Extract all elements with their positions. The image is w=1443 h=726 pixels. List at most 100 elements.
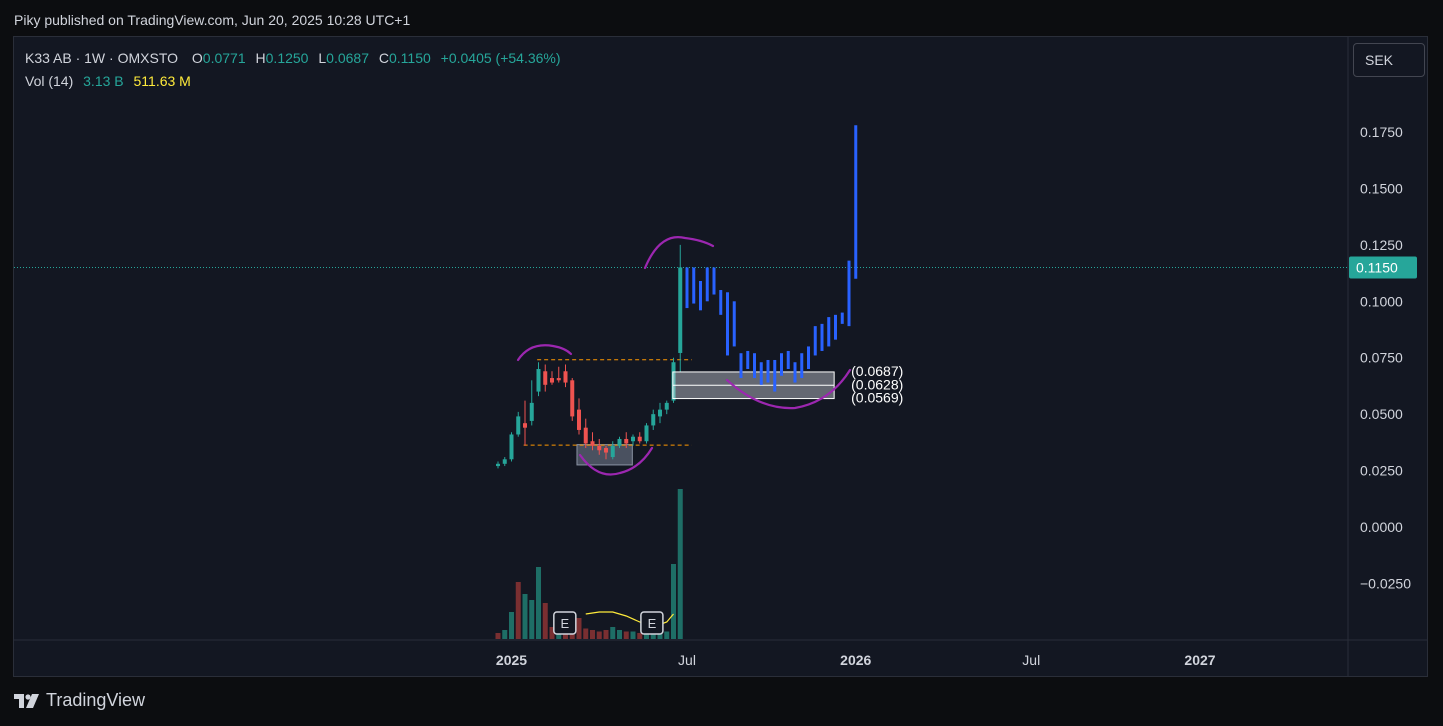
candle-body [556,378,561,381]
volume-bar [583,628,589,639]
volume-bar [502,630,508,639]
candle-body [496,463,500,467]
support-zone-label: (0.0569) [851,390,903,406]
earnings-marker [640,611,664,635]
volume-bar [529,600,535,639]
base-bottom-arc [578,446,654,476]
volume-bar [549,627,555,639]
candle-body [590,441,595,446]
close-value: 0.1150 [389,50,431,66]
y-tick-label: 0.1250 [1360,237,1403,253]
candle-body [671,362,676,401]
candle-body [597,445,602,451]
x-tick-label: 2026 [840,652,871,668]
support-bottom-arc [725,368,852,410]
volume-bar [576,618,582,639]
volume-bar [623,631,629,639]
symbol-label[interactable]: K33 AB · 1W · OMXSTO [25,50,179,66]
open-value: 0.0771 [202,50,246,66]
candle-body [583,427,588,444]
last-price-label: 0.1150 [1356,259,1398,275]
y-tick-label: 0.0750 [1360,350,1403,366]
close-label: C [378,50,389,66]
candle-body [678,267,683,353]
support-zone-label: (0.0628) [851,376,903,392]
support-zone-label: (0.0687) [851,363,903,379]
volume-bar [664,631,670,639]
candle-body [509,434,514,460]
low-label: L [318,50,327,66]
candle-body [543,371,548,385]
y-tick-label: −0.0250 [1360,575,1411,591]
candle-body [624,438,629,444]
last-price-badge [1349,256,1417,279]
x-tick-label: 2027 [1184,652,1215,668]
candle-body [563,371,568,383]
y-tick-label: 0.1000 [1360,293,1403,309]
high-top-arc [643,236,715,270]
volume-bar [637,633,643,639]
tradingview-logo[interactable]: TradingView [14,690,145,711]
volume-bar [522,594,528,639]
volume-bar [509,612,514,639]
ohlc-legend: K33 AB · 1W · OMXSTO O0.0771 H0.1250 L0.… [25,50,561,66]
candle-body [664,402,669,410]
volume-bar [590,630,595,639]
volume-bar [610,627,616,639]
volume-bar [495,633,501,639]
candle-body [637,436,642,442]
x-tick-label: 2025 [496,652,527,668]
y-tick-label: 0.1750 [1360,124,1403,140]
volume-bar [515,582,521,639]
tradingview-brand: TradingView [46,690,146,710]
candle-body [550,378,554,383]
x-tick-label: Jul [678,652,696,668]
publish-info: Piky published on TradingView.com, Jun 2… [14,12,411,28]
y-tick-label: 0.0000 [1360,519,1403,535]
open-label: O [191,50,203,66]
y-tick-label: 0.0500 [1360,406,1403,422]
volume-bar [677,489,683,639]
y-tick-label: 0.0250 [1360,463,1403,479]
currency-button[interactable]: SEK [1353,43,1425,77]
candle-body [577,409,581,430]
volume-bar [536,567,541,639]
candle-body [631,436,635,442]
x-tick-label: Jul [1022,652,1040,668]
y-tick-label: 0.1500 [1360,180,1403,196]
candle-body [523,423,527,428]
earnings-marker-label: E [560,616,569,631]
change-value: +0.0405 (+54.36%) [440,50,561,66]
candle-body [651,414,656,426]
candle-body [610,445,615,458]
volume-bar [617,630,622,639]
volume-label[interactable]: Vol (14) [25,73,74,89]
candle-body [570,380,575,417]
volume-bar [671,564,676,639]
low-value: 0.0687 [326,50,369,66]
volume-ma-line [585,611,674,628]
volume-legend: Vol (14) 3.13 B 511.63 M [25,73,191,89]
tradingview-logo-icon [14,693,39,708]
chart-panel[interactable] [13,36,1428,677]
volume-bar [596,631,602,639]
high-value: 0.1250 [265,50,309,66]
candle-body [516,416,521,435]
candle-body [644,425,649,442]
volume-bar [603,630,609,639]
candle-body [502,459,507,464]
high-label: H [255,50,266,66]
volume-ma-value: 511.63 M [133,73,191,89]
earnings-marker [553,611,577,635]
earnings-marker-label: E [648,616,657,631]
candle-body [658,409,662,417]
volume-bar [542,603,548,639]
volume-value: 3.13 B [83,73,124,89]
candle-body [536,369,541,392]
candle-body [529,402,534,421]
candle-body [604,448,608,453]
volume-bar [630,631,636,639]
left-top-arc [516,344,573,362]
candle-body [617,438,622,446]
